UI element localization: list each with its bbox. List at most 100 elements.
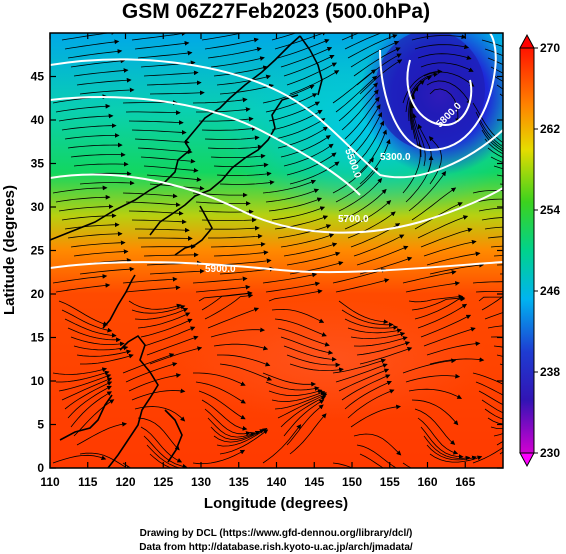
y-tick-label: 40 [31, 113, 45, 127]
x-tick-label: 110 [40, 475, 60, 489]
wind-streamline [332, 462, 354, 468]
wind-streamline [411, 399, 459, 426]
wind-streamline [289, 261, 344, 275]
y-tick-label: 20 [31, 287, 45, 301]
wind-streamline [402, 358, 457, 374]
wind-streamline [58, 113, 114, 122]
wind-streamline [207, 144, 263, 150]
wind-streamline [414, 296, 466, 320]
wind-streamline [289, 413, 327, 455]
wind-streamline [195, 381, 246, 404]
colorbar-bottom-triangle [519, 452, 535, 468]
wind-streamline [137, 312, 191, 329]
wind-streamline [286, 404, 324, 446]
wind-streamline [143, 70, 199, 77]
wind-streamline [70, 336, 125, 347]
wind-streamline [73, 68, 129, 77]
wind-streamline [56, 370, 110, 383]
colorbar-top-triangle [519, 33, 535, 49]
wind-streamline [411, 295, 465, 311]
wind-streamline [204, 225, 260, 231]
wind-streamline [274, 318, 327, 337]
height-contours [50, 33, 503, 274]
wind-streamline [146, 444, 194, 468]
wind-streamline [353, 47, 401, 77]
wind-streamline [210, 153, 266, 159]
wind-streamline [149, 90, 205, 96]
wind-streamline [289, 363, 344, 373]
wind-streamline [219, 266, 275, 275]
wind-streamline [219, 83, 274, 95]
wind-streamline [271, 308, 325, 323]
wind-streamline [131, 305, 186, 314]
wind-streamline [73, 249, 129, 257]
wind-streamline [280, 233, 335, 248]
credit-drawing: Drawing by DCL (https://www.gfd-dennou.o… [140, 528, 413, 539]
wind-streamline [204, 293, 254, 320]
wind-streamline [481, 399, 503, 414]
wind-streamline [338, 177, 383, 212]
wind-streamline [134, 307, 189, 320]
wind-streamline [277, 393, 328, 419]
wind-streamline [478, 207, 503, 212]
y-tick-label: 5 [37, 418, 44, 432]
wind-streamline [207, 307, 260, 329]
wind-streamline [277, 224, 332, 239]
wind-streamline [484, 138, 503, 155]
wind-streamline [201, 291, 253, 311]
wind-streamline [73, 345, 129, 351]
wind-streamline [359, 346, 413, 365]
wind-streamline [335, 363, 388, 383]
wind-streamline [213, 250, 269, 257]
wind-streamline [353, 120, 385, 167]
wind-streamline [64, 381, 113, 410]
x-tick-label: 165 [455, 475, 475, 489]
wind-streamline [210, 242, 266, 248]
wind-streamline [61, 377, 113, 401]
wind-streamline [420, 227, 473, 248]
y-tick-label: 35 [31, 157, 45, 171]
wind-streamline [426, 444, 477, 461]
wind-streamline [280, 47, 333, 68]
wind-streamline [277, 126, 329, 149]
y-axis-label: Latitude (degrees) [1, 185, 18, 315]
wind-streamline [61, 309, 113, 333]
wind-streamline [143, 165, 199, 173]
wind-streamline [64, 318, 117, 338]
wind-streamline [475, 381, 503, 396]
wind-streamline [344, 200, 392, 230]
wind-streamline [344, 96, 380, 140]
wind-streamline [219, 180, 275, 185]
wind-streamline [192, 276, 248, 284]
x-tick-label: 160 [417, 475, 437, 489]
wind-streamline [125, 201, 181, 208]
wind-streamline [344, 33, 382, 50]
wind-streamline [76, 349, 132, 357]
wind-streamline [52, 367, 108, 375]
x-axis-ticks: 110 115 120 125 130 135 140 145 150 155 160 165 [40, 33, 476, 489]
wind-streamline [67, 385, 112, 419]
wind-streamline [128, 300, 182, 310]
wind-streamline [122, 353, 175, 374]
wind-streamline [417, 215, 469, 239]
wind-streamline [412, 113, 426, 167]
wind-streamline [289, 70, 340, 95]
wind-streamline [70, 240, 126, 248]
wind-streamline [341, 33, 360, 41]
wind-streamline [286, 251, 341, 266]
wind-streamline [487, 147, 503, 158]
wind-streamline [283, 242, 338, 257]
wind-streamline [140, 426, 183, 463]
wind-streamline [356, 341, 411, 356]
wind-streamline [143, 326, 196, 347]
colorbar-tick-label: 230 [540, 446, 560, 460]
wind-streamline [135, 227, 190, 233]
wind-streamline [67, 142, 123, 149]
colorbar: 270 262 254 246 238 230 [519, 33, 560, 468]
wind-streamline [429, 262, 484, 275]
x-tick-label: 140 [266, 475, 286, 489]
wind-streamline [80, 353, 134, 365]
wind-streamline [79, 452, 131, 468]
wind-streamline [481, 217, 503, 221]
wind-streamline [408, 388, 463, 399]
